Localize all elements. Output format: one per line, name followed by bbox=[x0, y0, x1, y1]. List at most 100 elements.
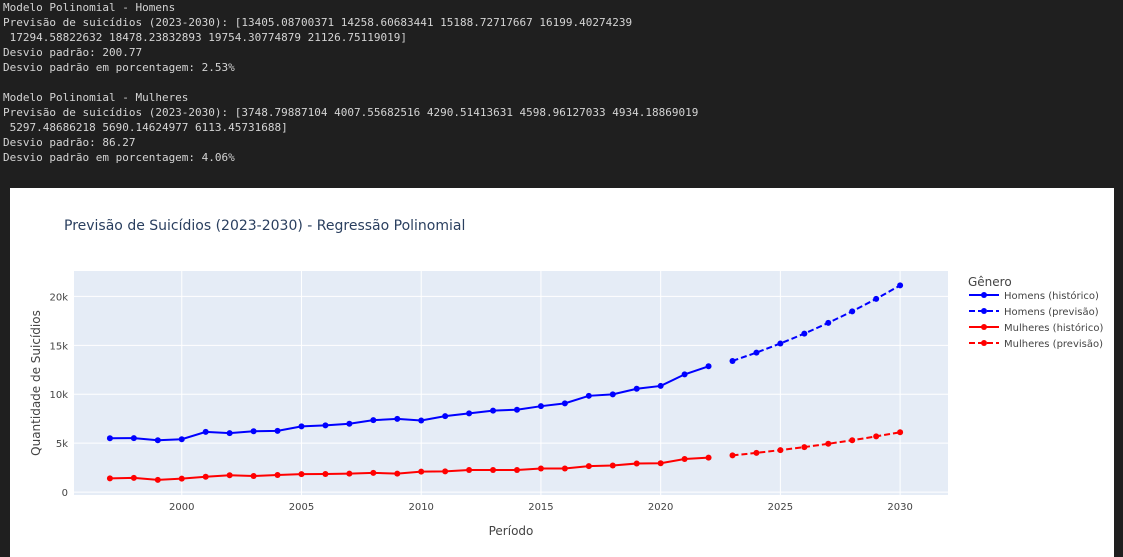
data-point[interactable] bbox=[178, 475, 185, 482]
data-point[interactable] bbox=[130, 474, 137, 481]
data-point[interactable] bbox=[609, 391, 616, 398]
data-point[interactable] bbox=[705, 363, 712, 370]
x-tick-label: 2025 bbox=[768, 502, 793, 513]
legend-item[interactable]: Homens (histórico) bbox=[969, 290, 1099, 302]
series-1 bbox=[729, 282, 904, 364]
console-line: Modelo Polinomial - Homens bbox=[3, 1, 176, 14]
console-line: Desvio padrão: 200.77 bbox=[3, 46, 143, 59]
data-point[interactable] bbox=[633, 385, 640, 392]
data-point[interactable] bbox=[418, 417, 425, 424]
plot-area[interactable] bbox=[74, 271, 948, 495]
y-axis-title: Quantidade de Suicídios bbox=[29, 310, 43, 456]
legend-item[interactable]: Mulheres (previsão) bbox=[969, 339, 1103, 350]
data-point[interactable] bbox=[681, 371, 688, 378]
data-point[interactable] bbox=[681, 456, 688, 463]
data-point[interactable] bbox=[394, 470, 401, 477]
data-point[interactable] bbox=[585, 463, 592, 470]
data-point[interactable] bbox=[490, 467, 497, 474]
data-point[interactable] bbox=[298, 423, 305, 430]
data-point[interactable] bbox=[537, 465, 544, 472]
data-point[interactable] bbox=[777, 340, 784, 347]
data-point[interactable] bbox=[490, 407, 497, 414]
x-tick-label: 2030 bbox=[887, 502, 912, 513]
data-point[interactable] bbox=[777, 447, 784, 454]
data-point[interactable] bbox=[657, 460, 664, 467]
data-point[interactable] bbox=[873, 295, 880, 302]
x-tick-label: 2005 bbox=[289, 502, 314, 513]
data-point[interactable] bbox=[897, 429, 904, 436]
chart-title: Previsão de Suicídios (2023-2030) - Regr… bbox=[64, 218, 465, 234]
series-2 bbox=[106, 454, 712, 483]
legend-marker bbox=[981, 292, 987, 298]
data-point[interactable] bbox=[202, 473, 209, 480]
legend-marker bbox=[981, 308, 987, 314]
data-point[interactable] bbox=[226, 430, 233, 437]
data-point[interactable] bbox=[705, 454, 712, 461]
data-point[interactable] bbox=[657, 382, 664, 389]
data-point[interactable] bbox=[609, 462, 616, 469]
data-point[interactable] bbox=[729, 357, 736, 364]
data-point[interactable] bbox=[849, 437, 856, 444]
console-line: Desvio padrão em porcentagem: 2.53% bbox=[3, 61, 235, 74]
data-point[interactable] bbox=[250, 428, 257, 435]
data-point[interactable] bbox=[897, 282, 904, 289]
data-point[interactable] bbox=[154, 437, 161, 444]
data-point[interactable] bbox=[466, 466, 473, 473]
console-line: Modelo Polinomial - Mulheres bbox=[3, 91, 189, 104]
data-point[interactable] bbox=[226, 472, 233, 479]
legend-label: Mulheres (histórico) bbox=[1004, 322, 1103, 334]
y-tick-label: 5k bbox=[56, 439, 68, 450]
plot-container: Previsão de Suicídios (2023-2030) - Regr… bbox=[10, 188, 1114, 557]
data-point[interactable] bbox=[825, 319, 832, 326]
data-point[interactable] bbox=[513, 406, 520, 413]
series-line bbox=[109, 456, 709, 481]
console-line: 17294.58822632 18478.23832893 19754.3077… bbox=[3, 31, 407, 44]
data-point[interactable] bbox=[370, 417, 377, 424]
data-point[interactable] bbox=[585, 392, 592, 399]
data-point[interactable] bbox=[442, 413, 449, 420]
data-point[interactable] bbox=[106, 435, 113, 442]
data-point[interactable] bbox=[250, 473, 257, 480]
x-tick-label: 2000 bbox=[169, 502, 194, 513]
x-tick-label: 2010 bbox=[408, 502, 433, 513]
legend: Homens (histórico) Homens (previsão) Mulhe… bbox=[969, 290, 1103, 350]
data-point[interactable] bbox=[561, 400, 568, 407]
data-point[interactable] bbox=[729, 452, 736, 459]
data-point[interactable] bbox=[178, 436, 185, 443]
series bbox=[106, 282, 904, 483]
legend-item[interactable]: Homens (previsão) bbox=[969, 307, 1099, 318]
data-point[interactable] bbox=[537, 403, 544, 410]
data-point[interactable] bbox=[322, 470, 329, 477]
data-point[interactable] bbox=[274, 427, 281, 434]
data-point[interactable] bbox=[442, 468, 449, 475]
data-point[interactable] bbox=[202, 428, 209, 435]
data-point[interactable] bbox=[370, 469, 377, 476]
console-line: Desvio padrão em porcentagem: 4.06% bbox=[3, 151, 235, 164]
data-point[interactable] bbox=[394, 415, 401, 422]
data-point[interactable] bbox=[346, 420, 353, 427]
data-point[interactable] bbox=[561, 465, 568, 472]
data-point[interactable] bbox=[346, 470, 353, 477]
data-point[interactable] bbox=[466, 410, 473, 417]
data-point[interactable] bbox=[274, 471, 281, 478]
axis-ticks: 2000 2005 2010 2015 2020 2025 2030 0 5k 10k 15k 20k bbox=[49, 292, 912, 513]
data-point[interactable] bbox=[298, 471, 305, 478]
data-point[interactable] bbox=[130, 435, 137, 442]
data-point[interactable] bbox=[418, 468, 425, 475]
data-point[interactable] bbox=[849, 308, 856, 315]
data-point[interactable] bbox=[801, 330, 808, 337]
legend-label: Mulheres (previsão) bbox=[1004, 339, 1103, 350]
data-point[interactable] bbox=[753, 449, 760, 456]
data-point[interactable] bbox=[106, 475, 113, 482]
data-point[interactable] bbox=[154, 476, 161, 483]
legend-item[interactable]: Mulheres (histórico) bbox=[969, 322, 1103, 334]
data-point[interactable] bbox=[513, 467, 520, 474]
legend-marker bbox=[981, 324, 987, 330]
data-point[interactable] bbox=[322, 422, 329, 429]
data-point[interactable] bbox=[633, 460, 640, 467]
data-point[interactable] bbox=[873, 433, 880, 440]
data-point[interactable] bbox=[801, 444, 808, 451]
data-point[interactable] bbox=[825, 440, 832, 447]
data-point[interactable] bbox=[753, 349, 760, 356]
series-line bbox=[732, 284, 901, 362]
